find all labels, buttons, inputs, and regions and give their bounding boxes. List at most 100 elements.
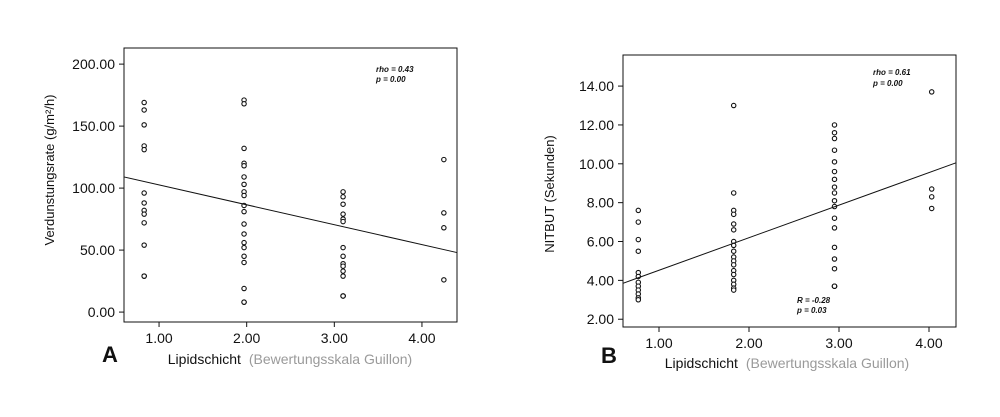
chart-b-svg: 1.00 2.00 3.00 4.00 2.00 4.00 6.00 8.00 10.00 12.… (542, 54, 957, 371)
data-point (730, 287, 737, 293)
x-tick-label: 1.00 (645, 335, 672, 351)
y-tick-label: 150.00 (72, 118, 115, 134)
data-point (340, 244, 346, 251)
data-point (241, 163, 247, 169)
data-point (928, 186, 935, 192)
data-point (831, 190, 838, 196)
y-tick-label: 100.00 (72, 180, 115, 196)
annotation-p: p = 0.00 (872, 79, 903, 88)
y-tick-label: 10.00 (579, 156, 614, 172)
regression-line (123, 176, 458, 254)
data-point (730, 248, 737, 254)
data-point (831, 135, 838, 142)
data-point (831, 283, 838, 289)
plot-frame (123, 47, 458, 323)
data-point (241, 221, 247, 227)
data-point (241, 244, 247, 251)
data-point (241, 174, 247, 180)
data-point (241, 259, 247, 266)
data-point (340, 201, 346, 207)
panel-b: 1.00 2.00 3.00 4.00 2.00 4.00 6.00 8.00 10.00 12.… (500, 0, 1000, 417)
data-point (831, 184, 838, 190)
panel-label-a: A (102, 342, 118, 367)
data-point (141, 200, 147, 206)
data-point (441, 210, 447, 216)
data-point (241, 208, 247, 215)
data-point (635, 297, 642, 303)
data-point (340, 273, 346, 279)
data-point (831, 159, 838, 165)
data-point (730, 221, 737, 227)
data-point (730, 262, 737, 268)
x-axis-label: Lipidschicht (Bewertungsskala Guillon) (168, 351, 412, 367)
data-point (241, 231, 247, 237)
data-point (141, 190, 147, 196)
y-axis-label: Verdunstungsrate (g/m²/h) (42, 94, 57, 245)
data-point (831, 225, 838, 231)
data-point (340, 194, 346, 200)
data-point (730, 271, 737, 278)
x-tick-label: 4.00 (408, 330, 435, 346)
regression-line (622, 162, 957, 284)
y-tick-label: 2.00 (587, 311, 614, 327)
x-tick-label: 4.00 (915, 335, 942, 351)
data-point (340, 253, 346, 260)
data-point (340, 293, 346, 299)
data-point (928, 194, 935, 200)
data-point (831, 122, 838, 128)
y-tick-label: 14.00 (579, 78, 614, 94)
x-tick-label: 3.00 (321, 330, 348, 346)
x-tick-label: 3.00 (825, 335, 852, 351)
scatter-points (635, 89, 935, 303)
data-point (730, 227, 737, 233)
data-point (340, 211, 346, 217)
x-axis-label-main: Lipidschicht (665, 355, 738, 371)
data-point (635, 248, 642, 254)
data-point (241, 145, 247, 152)
data-point (340, 268, 346, 274)
x-tick-label: 2.00 (233, 330, 260, 346)
data-point (730, 190, 737, 196)
panel-label-b: B (601, 343, 617, 368)
data-point (241, 299, 247, 305)
y-tick-label: 6.00 (587, 234, 614, 250)
data-point (730, 102, 737, 109)
y-tick-label: 200.00 (72, 56, 115, 72)
x-axis-label-main: Lipidschicht (168, 351, 241, 367)
x-tick-label: 2.00 (735, 335, 762, 351)
x-tick-label: 1.00 (145, 330, 172, 346)
annotation-rho: rho = 0.61 (873, 68, 911, 77)
data-point (635, 207, 642, 214)
data-point (831, 265, 838, 272)
data-point (141, 99, 147, 106)
data-point (831, 244, 838, 251)
data-point (831, 147, 838, 153)
y-tick-label: 12.00 (579, 117, 614, 133)
data-point (241, 285, 247, 292)
axis-ticks: 1.00 2.00 3.00 4.00 2.00 4.00 6.00 8.00 10.00 12.… (579, 78, 943, 351)
y-tick-label: 4.00 (587, 272, 614, 288)
panel-a: 1.00 2.00 3.00 4.00 0.00 50.00 100.00 150.00 200… (42, 47, 458, 367)
annotation-p2: p = 0.03 (796, 306, 827, 315)
annotation-p: p = 0.00 (375, 75, 406, 84)
data-point (831, 176, 838, 183)
data-point (141, 273, 147, 279)
data-point (141, 211, 147, 217)
y-tick-label: 8.00 (587, 195, 614, 211)
data-point (441, 277, 447, 283)
x-axis-label-note: (Bewertungsskala Guillon) (249, 351, 412, 367)
data-point (635, 219, 642, 225)
data-point (635, 236, 642, 243)
data-point (141, 107, 147, 113)
x-axis-label: Lipidschicht (Bewertungsskala Guillon) (665, 355, 909, 371)
data-point (141, 220, 147, 226)
data-point (831, 197, 838, 204)
data-point (928, 89, 935, 95)
data-point (141, 146, 147, 153)
y-tick-label: 50.00 (80, 242, 115, 258)
data-point (241, 253, 247, 260)
data-point (831, 256, 838, 262)
data-point (141, 242, 147, 248)
annotation-r: R = -0.28 (797, 296, 831, 305)
